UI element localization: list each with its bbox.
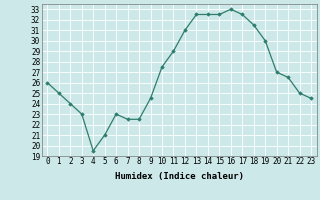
X-axis label: Humidex (Indice chaleur): Humidex (Indice chaleur) bbox=[115, 172, 244, 181]
